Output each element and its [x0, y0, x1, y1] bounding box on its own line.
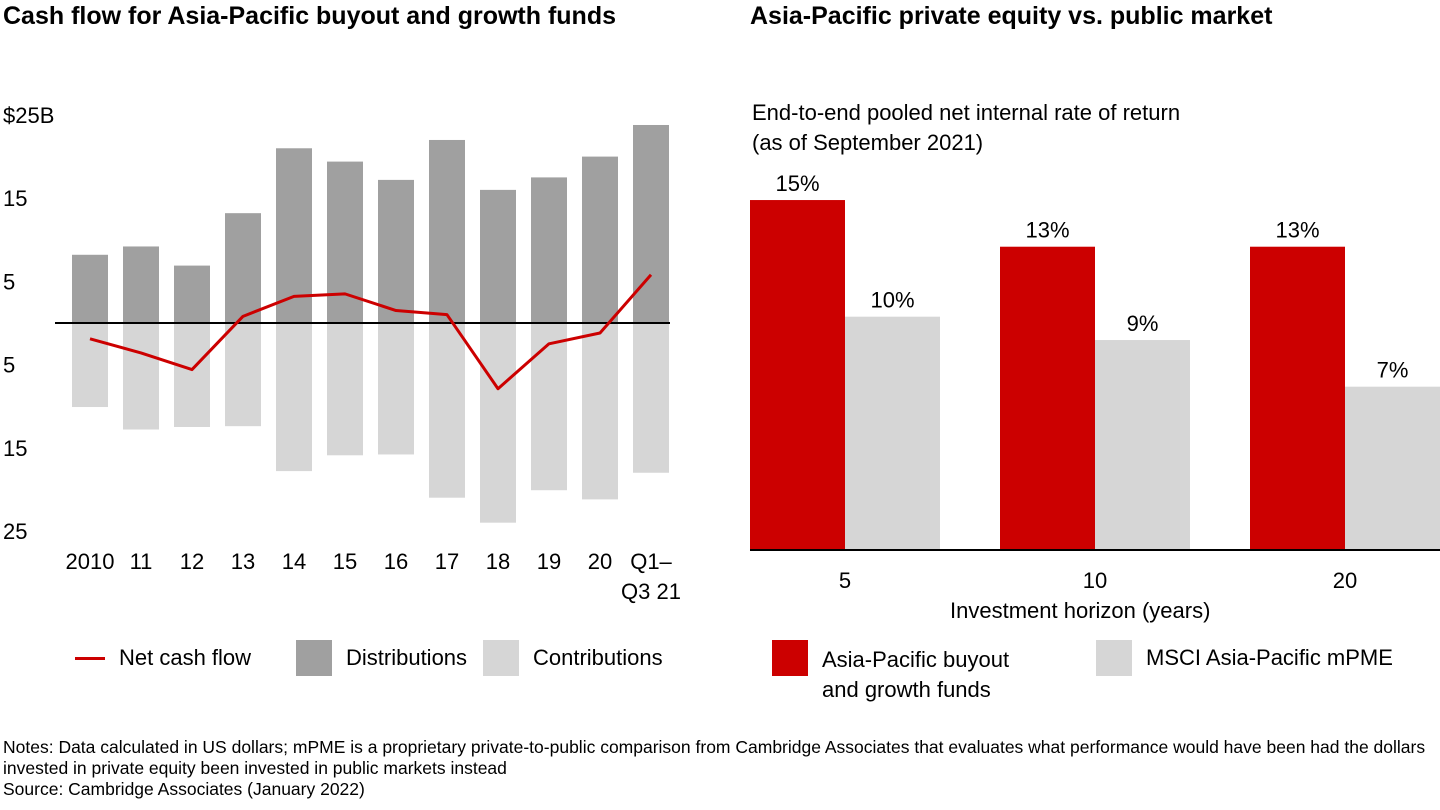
- pe-irr-bar: [750, 200, 845, 551]
- mpme-irr-bar: [845, 316, 940, 550]
- x-tick-label: 11: [130, 549, 153, 574]
- x-tick-label: 18: [486, 549, 510, 574]
- legend-net-cash-flow: Net cash flow: [75, 645, 251, 671]
- x-tick-label: 5: [839, 568, 851, 593]
- distribution-bar: [531, 177, 567, 323]
- y-tick-label: 5: [3, 353, 15, 378]
- distribution-bar: [480, 189, 516, 323]
- legend-distributions: Distributions: [296, 640, 467, 676]
- contribution-bar: [429, 323, 465, 498]
- legend-mpme-swatch: [1096, 640, 1132, 676]
- contribution-bar: [225, 323, 261, 427]
- contribution-bar: [378, 323, 414, 455]
- mpme-value-label: 9%: [1127, 311, 1159, 336]
- contribution-bar: [174, 323, 210, 427]
- legend-pe-swatch: [772, 640, 808, 676]
- left-chart-title: Cash flow for Asia-Pacific buyout and gr…: [3, 2, 616, 30]
- x-tick-label: Q1–: [630, 549, 672, 574]
- pe-value-label: 15%: [775, 171, 819, 196]
- x-tick-label: 16: [384, 549, 408, 574]
- distribution-bar: [72, 254, 108, 323]
- contribution-bar: [72, 323, 108, 408]
- pe-value-label: 13%: [1275, 218, 1319, 243]
- notes-text: Notes: Data calculated in US dollars; mP…: [3, 737, 1426, 778]
- legend-distributions-swatch: [296, 640, 332, 676]
- legend-mpme: MSCI Asia-Pacific mPME: [1096, 640, 1393, 676]
- mpme-value-label: 7%: [1377, 358, 1409, 383]
- mpme-irr-bar: [1345, 386, 1440, 550]
- distribution-bar: [276, 148, 312, 323]
- net-cash-flow-line: [89, 273, 653, 391]
- x-tick-label: 20: [588, 549, 612, 574]
- legend-pe-funds: Asia-Pacific buyout and growth funds: [772, 640, 1009, 705]
- legend-mpme-label: MSCI Asia-Pacific mPME: [1146, 645, 1393, 670]
- y-tick-label: 25: [3, 519, 27, 544]
- contribution-bar: [123, 323, 159, 430]
- right-chart-subtitle-line2: (as of September 2021): [752, 130, 984, 155]
- contribution-bar: [276, 323, 312, 472]
- x-tick-label: Q3 21: [621, 579, 681, 604]
- legend-net-line-swatch: [75, 657, 105, 660]
- distribution-bar: [582, 156, 618, 323]
- mpme-irr-bar: [1095, 340, 1190, 550]
- contribution-bar: [480, 323, 516, 523]
- x-tick-label: 10: [1083, 568, 1107, 593]
- mpme-value-label: 10%: [870, 288, 914, 313]
- pe-value-label: 13%: [1025, 218, 1069, 243]
- x-tick-label: 13: [231, 549, 255, 574]
- y-tick-label: 15: [3, 436, 27, 461]
- x-tick-label: 14: [282, 549, 306, 574]
- y-tick-label: $25B: [3, 103, 54, 128]
- contribution-bar: [633, 323, 669, 473]
- distribution-bar: [378, 179, 414, 323]
- x-tick-label: 20: [1333, 568, 1357, 593]
- y-tick-label: 5: [3, 269, 15, 294]
- source-text: Source: Cambridge Associates (January 20…: [3, 779, 365, 799]
- y-tick-label: 15: [3, 186, 27, 211]
- distribution-bar: [429, 139, 465, 323]
- x-tick-label: 17: [435, 549, 459, 574]
- legend-net-label: Net cash flow: [119, 645, 252, 670]
- right-chart-subtitle-line1: End-to-end pooled net internal rate of r…: [752, 100, 1181, 125]
- x-tick-label: 12: [180, 549, 204, 574]
- legend-distributions-label: Distributions: [346, 645, 468, 670]
- x-tick-label: 15: [333, 549, 357, 574]
- legend-pe-label-line2: and growth funds: [822, 677, 991, 702]
- legend-contributions-swatch: [483, 640, 519, 676]
- notes-block: Notes: Data calculated in US dollars; mP…: [3, 737, 1439, 800]
- distribution-bar: [174, 265, 210, 323]
- distribution-bar: [327, 161, 363, 323]
- pe-irr-bar: [1250, 246, 1345, 550]
- contribution-bar: [582, 323, 618, 500]
- x-tick-label: 19: [537, 549, 561, 574]
- distribution-bar: [225, 213, 261, 323]
- pe-irr-bar: [1000, 246, 1095, 550]
- distribution-bar: [633, 124, 669, 323]
- right-chart-title: Asia-Pacific private equity vs. public m…: [750, 2, 1273, 30]
- legend-pe-label-line1: Asia-Pacific buyout: [822, 647, 1010, 672]
- distribution-bar: [123, 246, 159, 323]
- legend-contributions-label: Contributions: [533, 645, 663, 670]
- contribution-bar: [327, 323, 363, 456]
- right-chart-xlabel: Investment horizon (years): [950, 598, 1211, 623]
- contribution-bar: [531, 323, 567, 491]
- legend-contributions: Contributions: [483, 640, 663, 676]
- x-tick-label: 2010: [66, 549, 115, 574]
